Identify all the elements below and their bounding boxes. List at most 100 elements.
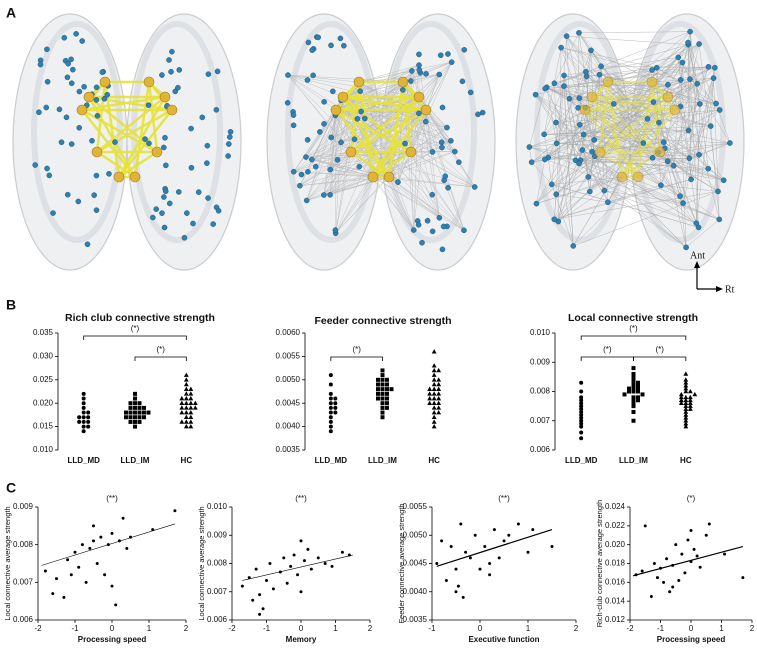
data-point [376,396,380,401]
feeder-link [305,151,352,158]
local-link [535,67,657,95]
panel-label: A [6,5,16,21]
brain-node [644,116,651,122]
data-point [285,581,289,585]
rich-club-link [591,95,676,112]
data-point [488,573,492,577]
local-link [558,47,562,222]
local-link [564,57,679,76]
local-link [555,122,605,191]
data-point [687,397,693,403]
local-link [556,156,595,195]
hub-node [99,76,111,88]
data-point [183,395,189,401]
data-point [385,391,389,396]
data-point [683,412,689,417]
data-point [636,395,640,400]
local-link [529,77,714,148]
local-link [551,103,700,185]
local-link [591,151,661,186]
rich-club-link [95,81,107,153]
brain-node [551,216,558,223]
local-link [680,31,691,80]
brain-node [553,140,560,147]
feeder-link [331,137,374,178]
data-point [449,545,453,549]
brain-node [93,172,100,179]
local-link [582,149,697,224]
y-axis-label: Local connective average strength [3,506,12,620]
brain-node [354,116,361,122]
hub-node [129,171,141,183]
brain-node [589,148,595,155]
brain-node [181,234,188,241]
arrow-head [716,286,723,292]
brain-node [362,115,368,122]
data-point [333,410,338,415]
data-point [385,377,389,382]
local-link [588,103,614,178]
data-point [77,415,82,420]
data-point [683,403,689,408]
hub-node [91,146,103,158]
data-point [333,401,338,406]
data-point [579,424,584,429]
local-link [555,109,720,123]
hub-node [405,146,417,158]
brain-node [533,200,540,207]
local-link [607,179,692,203]
local-link [604,190,697,224]
x-tick-label: 1 [333,624,338,633]
rich-club-link [350,108,427,154]
brain-node [199,114,206,121]
y-tick-label: 0.016 [605,577,626,586]
orientation: Ant Rt [690,250,735,295]
brain-node [161,224,168,231]
data-point [436,400,442,405]
local-link [566,35,689,45]
data-point [436,405,442,410]
data-point [652,562,656,565]
rich-club-link [599,150,639,179]
feeder-link [397,109,427,183]
data-point [526,550,530,554]
brain-node [471,184,478,190]
brain-node [416,51,422,58]
local-link [607,142,644,203]
local-link [573,130,689,247]
feeder-link [335,115,352,153]
brain-node [416,62,422,68]
significance-label: (*) [131,324,140,333]
brain-node [439,246,446,253]
local-link [682,67,716,204]
data-point [431,400,437,405]
brain-node [172,88,179,95]
data-point [146,410,151,415]
data-point [435,562,439,565]
y-tick-label: 0.006 [207,615,228,624]
feeder-link [299,151,352,186]
hub-node [654,146,666,158]
x-tick-label: LLD_IM [619,456,648,465]
brain-node [44,165,50,172]
brain-node [358,108,364,115]
data-point [456,584,460,588]
data-point [328,382,333,387]
brain-node [91,192,97,198]
panel-label: C [6,480,16,496]
feeder-link [335,151,412,234]
brain-node [112,139,118,145]
data-point [66,558,70,562]
data-point [133,424,137,429]
brain-node [551,80,558,87]
brain-node [58,139,65,146]
data-point [427,395,433,401]
data-point [454,590,458,594]
data-point [431,386,437,391]
data-point [128,405,133,410]
brain-node [563,33,570,39]
local-link [566,36,587,72]
feeder-link [329,109,337,195]
data-point [77,419,82,424]
local-link [660,161,668,186]
